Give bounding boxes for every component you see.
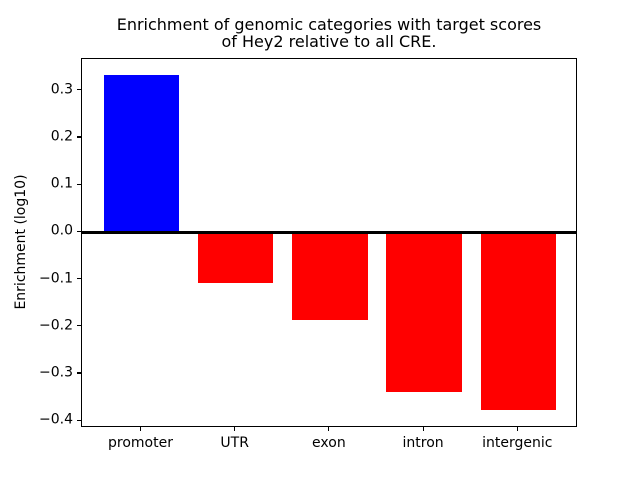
- x-tick-mark: [516, 427, 518, 431]
- bar-UTR: [197, 232, 274, 283]
- x-tick-mark: [328, 427, 330, 431]
- y-tick-mark: [77, 183, 81, 185]
- plot-area: [81, 57, 577, 427]
- y-tick-mark: [77, 230, 81, 232]
- y-tick-mark: [77, 89, 81, 91]
- y-axis-label: Enrichment (log10): [13, 174, 29, 310]
- y-tick-label: 0.1: [50, 175, 73, 192]
- y-tick-label: −0.3: [39, 364, 73, 381]
- bar-promoter: [103, 75, 180, 233]
- chart-title-line2: of Hey2 relative to all CRE.: [221, 32, 437, 51]
- x-tick-label-UTR: UTR: [220, 435, 249, 451]
- x-tick-label-intergenic: intergenic: [482, 435, 553, 451]
- y-tick-label: −0.4: [39, 411, 73, 428]
- y-tick-mark: [77, 325, 81, 327]
- bar-exon: [292, 232, 368, 320]
- x-tick-label-promoter: promoter: [108, 435, 173, 451]
- y-tick-mark: [77, 277, 81, 280]
- y-tick-label: 0.0: [50, 223, 73, 240]
- bar-intergenic: [480, 232, 557, 411]
- x-tick-mark: [422, 427, 424, 431]
- x-tick-label-intron: intron: [402, 435, 444, 451]
- y-tick-mark: [77, 372, 81, 374]
- chart-title-line1: Enrichment of genomic categories with ta…: [116, 15, 542, 34]
- y-tick-mark: [77, 136, 81, 138]
- bar-intron: [386, 232, 462, 392]
- y-tick-label: 0.2: [50, 128, 73, 145]
- y-tick-label: −0.2: [39, 317, 73, 334]
- chart-title: Enrichment of genomic categories with ta…: [81, 16, 577, 50]
- x-tick-mark: [139, 427, 142, 431]
- y-tick-label: 0.3: [50, 81, 73, 98]
- x-tick-mark: [234, 427, 236, 431]
- y-tick-mark: [77, 419, 81, 421]
- x-tick-label-exon: exon: [312, 435, 346, 451]
- y-tick-label: −0.1: [39, 270, 73, 287]
- zero-line: [82, 230, 576, 234]
